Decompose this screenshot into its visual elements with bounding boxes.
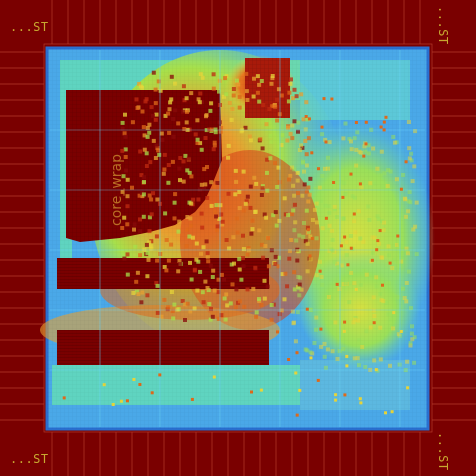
core-grid-overlay (47, 48, 428, 429)
